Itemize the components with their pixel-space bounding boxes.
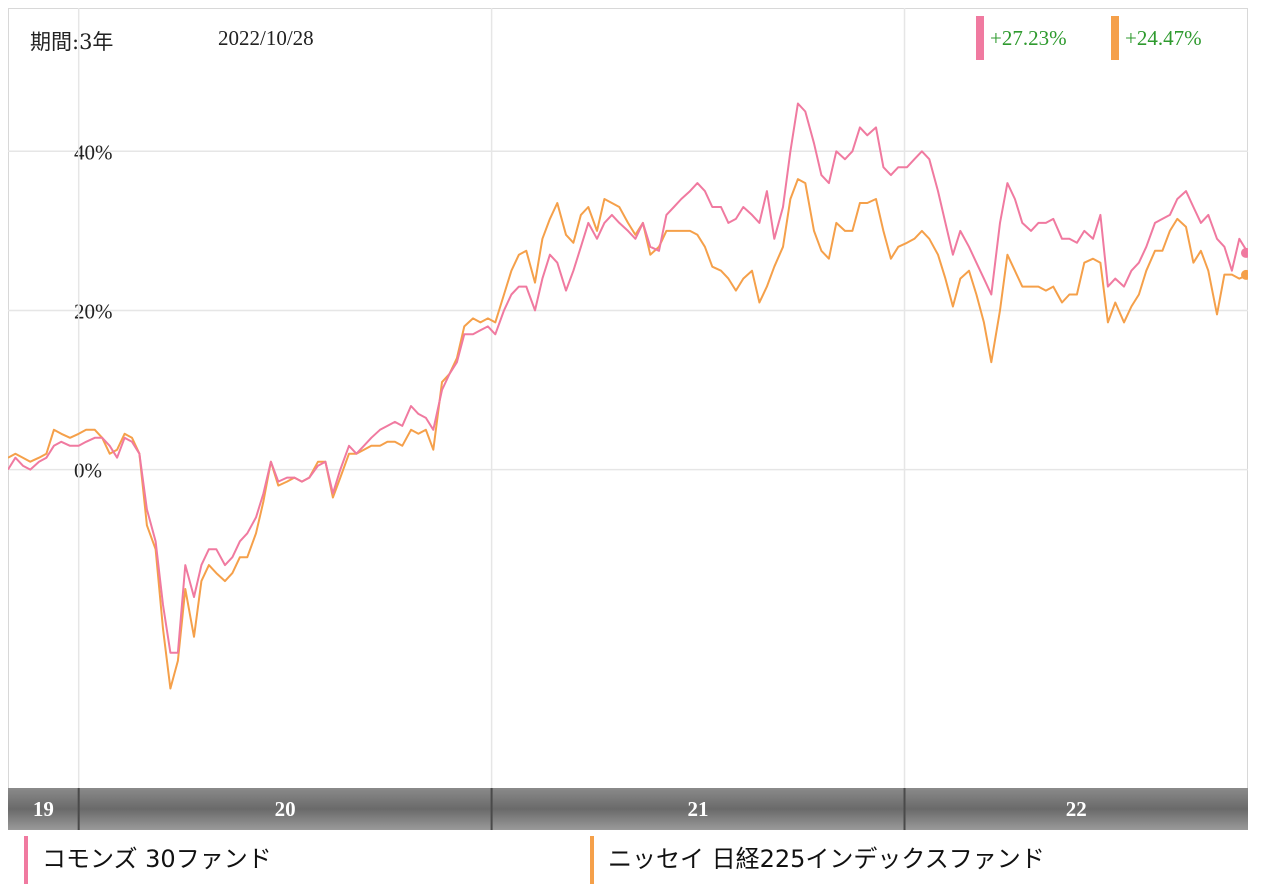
x-tick-label: 19 [33, 797, 54, 821]
period-label: 期間:3年 [30, 30, 114, 54]
legend-color-marker [590, 836, 594, 884]
x-tick-label: 22 [1066, 797, 1087, 821]
chart-area: 40% 20% 0% 19 20 21 22 期間:3年 2022/10/28 +27.23… [8, 8, 1248, 830]
legend-color-marker [24, 836, 28, 884]
return-color-marker [976, 16, 984, 60]
return-value: +27.23% [990, 26, 1067, 50]
date-label: 2022/10/28 [218, 26, 314, 50]
return-label-nissay: +24.47% [1111, 16, 1202, 60]
y-tick-label: 40% [74, 140, 113, 164]
y-tick-label: 20% [74, 299, 113, 323]
return-color-marker [1111, 16, 1119, 60]
legend-label: コモンズ 30ファンド [42, 845, 272, 873]
series-line [8, 102, 1248, 654]
x-axis-band [8, 788, 1248, 830]
chart-border [8, 8, 1248, 830]
x-tick-label: 21 [688, 797, 709, 821]
return-label-commons: +27.23% [976, 16, 1067, 60]
legend-label: ニッセイ 日経225インデックスファンド [608, 845, 1045, 873]
series-end-marker [1241, 269, 1248, 280]
return-value: +24.47% [1125, 26, 1202, 50]
line-chart: 40%20%0%19 20 21 22 [8, 8, 1248, 830]
series-end-marker [1241, 247, 1248, 258]
legend-item-commons: コモンズ 30ファンド [24, 836, 272, 884]
x-tick-label: 20 [275, 797, 296, 821]
series-line [8, 178, 1248, 690]
legend-item-nissay: ニッセイ 日経225インデックスファンド [590, 836, 1045, 884]
